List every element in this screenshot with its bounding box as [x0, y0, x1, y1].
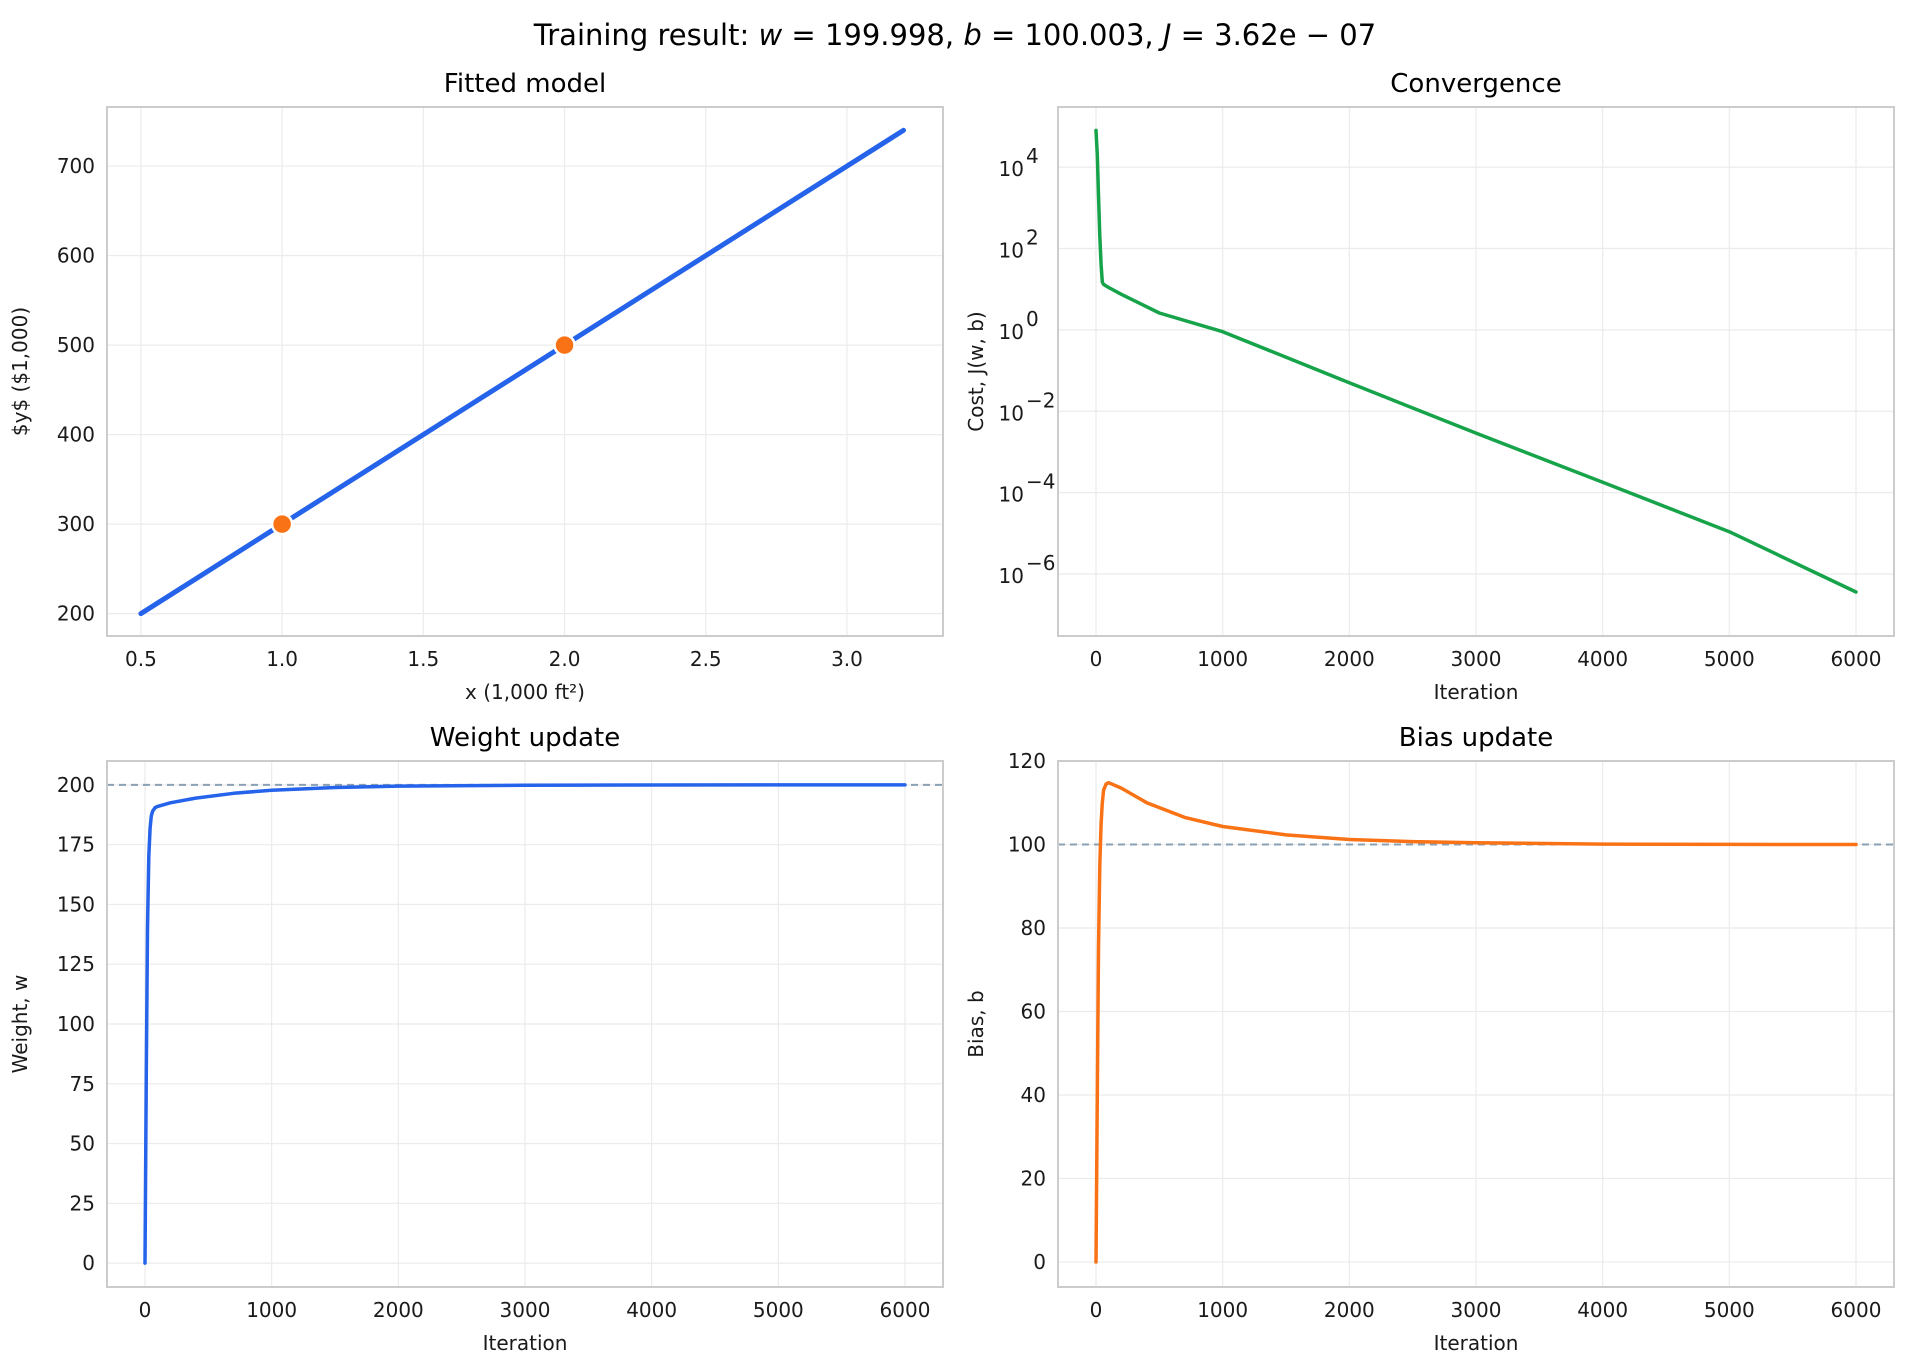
y-tick-label: 10: [999, 320, 1024, 344]
x-tick-label: 3.0: [831, 647, 863, 671]
x-tick-label: 2000: [373, 1298, 424, 1322]
x-axis-label: Iteration: [483, 1331, 568, 1355]
y-tick-label: 500: [57, 333, 95, 357]
axes-frame: [1057, 106, 1895, 637]
y-axis-label: Bias, b: [964, 990, 988, 1057]
series-line: [138, 127, 906, 617]
y-tick-exponent: −6: [1026, 551, 1055, 575]
x-axis-label: Iteration: [1434, 680, 1519, 704]
y-tick-label: 300: [57, 512, 95, 536]
x-axis-label: x (1,000 ft²): [465, 680, 585, 704]
y-tick-label: 600: [57, 244, 95, 268]
axes-title: Bias update: [1399, 723, 1553, 753]
suptitle: Training result: w = 199.998, b = 100.00…: [533, 18, 1376, 52]
y-tick-label: 50: [70, 1132, 95, 1156]
y-tick-label: 40: [1021, 1083, 1046, 1107]
y-tick-label: 10: [999, 564, 1024, 588]
y-tick-label: 200: [57, 602, 95, 626]
y-tick-label: 20: [1021, 1166, 1046, 1190]
y-tick-label: 0: [82, 1251, 95, 1275]
y-axis-label: $y$ ($1,000): [8, 307, 32, 436]
y-tick-label: 150: [57, 892, 95, 916]
x-tick-label: 1.0: [266, 647, 298, 671]
x-tick-label: 1000: [1197, 647, 1248, 671]
y-tick-exponent: 0: [1026, 307, 1039, 331]
x-tick-label: 2.5: [690, 647, 722, 671]
x-tick-label: 6000: [880, 1298, 931, 1322]
data-point: [270, 512, 294, 536]
y-tick-base: 10: [999, 401, 1024, 425]
y-tick-label: 75: [70, 1072, 95, 1096]
y-tick-base: 10: [999, 483, 1024, 507]
x-tick-label: 1000: [1197, 1298, 1248, 1322]
panel-bias-update: 0 1000 2000 3000 4000 5000 6000 0 20 40 60 80 100 120…: [964, 723, 1895, 1355]
x-tick-label: 5000: [1704, 647, 1755, 671]
y-tick-exponent: −4: [1026, 470, 1055, 494]
axes-title: Convergence: [1390, 69, 1561, 99]
y-tick-label: 120: [1008, 749, 1046, 773]
y-axis-label: Cost, J(w, b): [964, 311, 988, 431]
x-tick-label: 6000: [1831, 647, 1882, 671]
axes-title: Weight update: [430, 723, 620, 753]
x-tick-label: 5000: [753, 1298, 804, 1322]
panel-convergence: 0 1000 2000 3000 4000 5000 600010−610−410−2100…: [964, 69, 1895, 704]
x-tick-label: 1.5: [407, 647, 439, 671]
axes-frame: [1057, 760, 1895, 1288]
y-tick-label: 80: [1021, 916, 1046, 940]
axes-title: Fitted model: [444, 69, 606, 99]
series-line: [143, 783, 907, 1265]
y-tick-label: 100: [57, 1012, 95, 1036]
x-tick-label: 3000: [1451, 647, 1502, 671]
x-tick-label: 2000: [1324, 647, 1375, 671]
axes-frame: [106, 760, 944, 1288]
y-tick-base: 10: [999, 157, 1024, 181]
x-tick-label: 4000: [1577, 1298, 1628, 1322]
x-tick-label: 6000: [1831, 1298, 1882, 1322]
x-tick-label: 5000: [1704, 1298, 1755, 1322]
x-tick-label: 0: [1090, 1298, 1103, 1322]
y-tick-label: 125: [57, 952, 95, 976]
y-tick-base: 10: [999, 238, 1024, 262]
y-tick-label: 400: [57, 423, 95, 447]
y-tick-exponent: 2: [1026, 225, 1039, 249]
y-tick-label: 700: [57, 154, 95, 178]
x-tick-label: 2.0: [549, 647, 581, 671]
y-tick-label: 200: [57, 773, 95, 797]
series-line: [1094, 780, 1858, 1264]
x-tick-label: 4000: [1577, 647, 1628, 671]
y-tick-exponent: 4: [1026, 144, 1039, 168]
y-tick-base: 10: [999, 564, 1024, 588]
x-tick-label: 3000: [500, 1298, 551, 1322]
y-tick-label: 0: [1033, 1250, 1046, 1274]
y-tick-label: 100: [1008, 832, 1046, 856]
x-axis-label: Iteration: [1434, 1331, 1519, 1355]
y-tick-label: 25: [70, 1191, 95, 1215]
y-axis-label: Weight, w: [8, 975, 32, 1074]
series-line: [1094, 128, 1858, 594]
y-tick-label: 10: [999, 401, 1024, 425]
x-tick-label: 2000: [1324, 1298, 1375, 1322]
axes-frame: [106, 106, 944, 637]
x-tick-label: 0: [139, 1298, 152, 1322]
y-tick-base: 10: [999, 320, 1024, 344]
y-tick-label: 175: [57, 833, 95, 857]
y-tick-label: 60: [1021, 999, 1046, 1023]
y-tick-exponent: −2: [1026, 388, 1055, 412]
x-tick-label: 3000: [1451, 1298, 1502, 1322]
y-tick-label: 10: [999, 238, 1024, 262]
x-tick-label: 1000: [246, 1298, 297, 1322]
panel-weight-update: 0 1000 2000 3000 4000 5000 6000 0 25 50 75 100 125 15…: [8, 723, 944, 1355]
x-tick-label: 0.5: [125, 647, 157, 671]
x-tick-label: 0: [1090, 647, 1103, 671]
x-tick-label: 4000: [626, 1298, 677, 1322]
y-tick-label: 10: [999, 483, 1024, 507]
data-point: [553, 333, 576, 357]
panel-fitted-model: 0.5 1.0 1.5 2.0 2.5 3.0 200 300 400 500 600 700 Fitt…: [8, 69, 944, 704]
y-tick-label: 10: [999, 157, 1024, 181]
